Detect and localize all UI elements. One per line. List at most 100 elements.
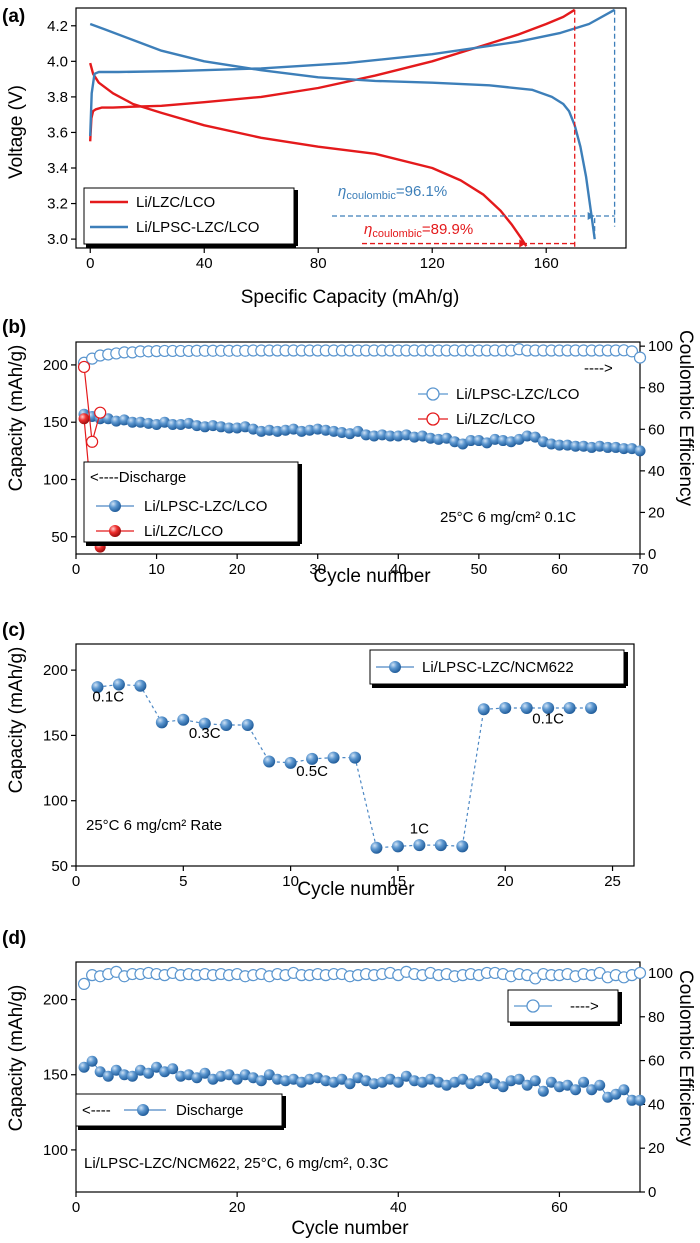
discharge-point: [94, 1066, 106, 1078]
y-tick-label: 4.2: [47, 18, 68, 35]
rate-label: 0.5C: [296, 763, 328, 780]
rate-capacity-point: [198, 717, 211, 730]
rate-capacity-point: [520, 701, 533, 714]
red-ce-line: [83, 366, 101, 443]
panel-a-xlabel: Specific Capacity (mAh/g): [241, 287, 460, 308]
blue-capacity-point: [634, 445, 646, 457]
x-tick-label: 20: [497, 873, 514, 890]
rate-label: 0.3C: [189, 725, 221, 742]
discharge-point: [457, 1073, 469, 1085]
discharge-point: [400, 1070, 412, 1082]
blue-capacity-point: [134, 416, 146, 428]
voltage-curve: [89, 22, 596, 240]
rate-capacity-point: [413, 839, 426, 852]
ce-point: [77, 977, 91, 991]
panel-b-legend-right-blue: Li/LPSC-LZC/LCO: [456, 386, 579, 403]
panel-b-xlabel: Cycle number: [313, 566, 431, 587]
x-tick-label: 20: [229, 561, 246, 578]
blue-capacity-point: [433, 433, 445, 445]
panel-c: (c) 0 5 10 15 20 25501001502000.1C0.3C0.5C1C0…: [2, 620, 635, 900]
panel-a: (a) 0 40 80 120 160 3.0 3.2 3.4 3.6 3.8 4.0 4.2 Spe…: [2, 6, 627, 308]
blue-ce-point: [625, 345, 639, 358]
rate-capacity-point: [241, 718, 254, 731]
rate-capacity-point: [370, 841, 383, 854]
discharge-point: [513, 1073, 525, 1085]
blue-capacity-point: [271, 425, 283, 437]
blue-capacity-point: [167, 419, 179, 431]
y2-tick-label: 100: [648, 338, 673, 355]
voltage-curve: [89, 8, 616, 137]
blue-capacity-point: [320, 424, 332, 436]
panel-d-plot: 0 20 40 60 100 150 200 0 20 40 60 80 100: [43, 961, 673, 1216]
x-tick-label: 60: [551, 1199, 568, 1216]
blue-capacity-point: [618, 443, 630, 455]
panel-a-label: (a): [2, 6, 25, 27]
y-tick-label: 100: [43, 793, 68, 810]
panel-d-y2label: Coulombic Efficiency: [675, 970, 696, 1147]
rate-capacity-point: [563, 701, 576, 714]
blue-capacity-point: [570, 440, 582, 452]
y2-tick-label: 80: [648, 380, 665, 397]
x-tick-label: 40: [196, 255, 213, 272]
panel-c-legend-ncm: Li/LPSC-LZC/NCM622: [422, 659, 574, 676]
y2-tick-label: 60: [648, 1053, 665, 1070]
plot-frame: [75, 643, 635, 867]
panel-d-legend-arrow-left: <----: [82, 1102, 111, 1119]
discharge-point: [255, 1075, 267, 1087]
y2-tick-label: 100: [648, 965, 673, 982]
blue-capacity-point: [231, 422, 243, 434]
x-tick-label: 40: [390, 561, 407, 578]
blue-capacity-point: [304, 424, 316, 436]
discharge-point: [537, 1085, 549, 1097]
panel-b-legend-left: <----Discharge Li/LPSC-LZC/LCO Li/LZC/LC…: [83, 461, 302, 546]
discharge-point: [529, 1075, 541, 1087]
discharge-point: [223, 1069, 235, 1081]
plot-frame: [75, 961, 641, 1193]
x-tick-label: 60: [551, 561, 568, 578]
blue-capacity-point: [175, 419, 187, 431]
panel-a-eff-red: ηcoulombic=89.9%: [364, 221, 473, 240]
red-ce-point: [94, 406, 107, 419]
y2-tick-label: 60: [648, 421, 665, 438]
plot-frame: [75, 7, 627, 249]
panel-b-legend-blue: Li/LPSC-LZC/LCO: [144, 498, 267, 515]
rate-capacity-point: [112, 678, 125, 691]
discharge-point: [626, 1094, 638, 1106]
rate-capacity-point: [391, 840, 404, 853]
y2-tick-label: 0: [648, 546, 656, 563]
x-tick-label: 160: [534, 255, 559, 272]
y-tick-label: 200: [43, 357, 68, 374]
x-tick-label: 40: [390, 1199, 407, 1216]
y-tick-label: 50: [51, 858, 68, 875]
discharge-point: [199, 1067, 211, 1079]
x-tick-label: 15: [390, 873, 407, 890]
red-ce-point: [86, 435, 99, 448]
blue-capacity-point: [497, 435, 509, 447]
discharge-point: [634, 1094, 646, 1106]
x-tick-label: 50: [471, 561, 488, 578]
blue-capacity-point: [586, 441, 598, 453]
y-tick-label: 3.2: [47, 196, 68, 213]
panel-a-legend-blue: Li/LPSC-LZC/LCO: [136, 219, 259, 236]
y2-tick-label: 40: [648, 463, 665, 480]
blue-capacity-point: [553, 439, 565, 451]
x-tick-label: 0: [72, 873, 80, 890]
discharge-point: [578, 1076, 590, 1088]
x-tick-label: 120: [420, 255, 445, 272]
blue-capacity-point: [529, 431, 541, 443]
rate-label: 0.1C: [92, 688, 124, 705]
discharge-point: [102, 1070, 114, 1082]
y-tick-label: 150: [43, 414, 68, 431]
rate-capacity-point: [456, 840, 469, 853]
y-tick-label: 4.0: [47, 53, 68, 70]
panel-b-legend-discharge: <----Discharge: [90, 469, 186, 486]
x-tick-label: 70: [632, 561, 649, 578]
y-tick-label: 3.8: [47, 89, 68, 106]
discharge-point: [336, 1073, 348, 1085]
discharge-point: [344, 1078, 356, 1090]
panel-b-legend-right-red: Li/LZC/LCO: [456, 411, 535, 428]
x-tick-label: 20: [229, 1199, 246, 1216]
y-tick-label: 150: [43, 1067, 68, 1084]
blue-capacity-point: [602, 441, 614, 453]
